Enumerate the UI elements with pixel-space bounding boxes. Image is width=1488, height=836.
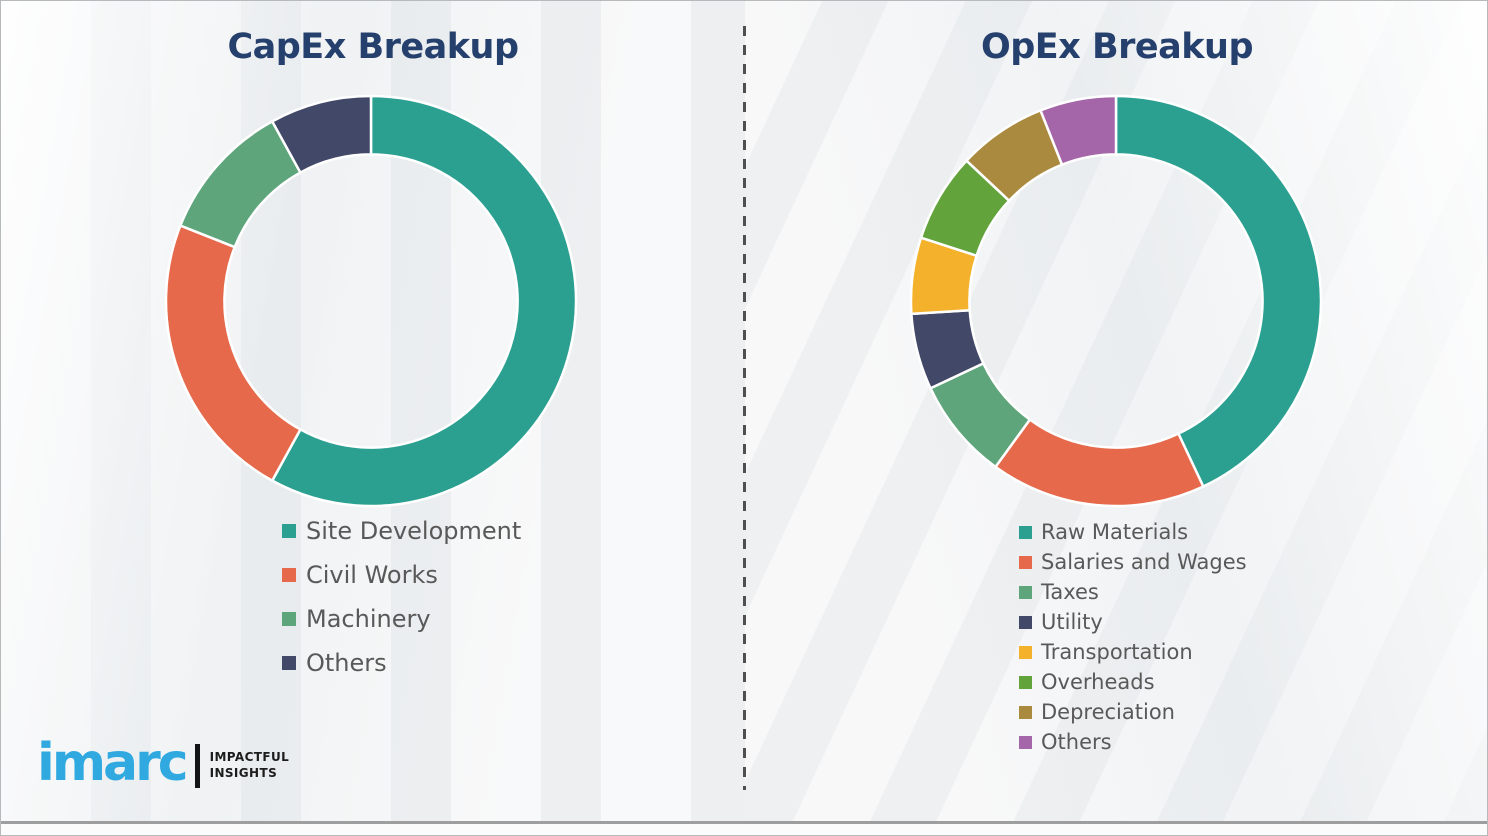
legend-item-overheads: Overheads — [1019, 667, 1247, 697]
imarc-logo-tagline: IMPACTFUL INSIGHTS — [210, 750, 290, 781]
legend-label-site-development: Site Development — [306, 517, 522, 545]
bottom-strip — [1, 824, 1487, 835]
legend-label-civil-works: Civil Works — [306, 561, 438, 589]
legend-item-opex-others: Others — [1019, 727, 1247, 757]
legend-swatch-site-development — [282, 524, 296, 538]
capex-panel: CapEx Breakup Site Development Civil Wor… — [1, 1, 745, 835]
capex-legend: Site Development Civil Works Machinery O… — [282, 509, 521, 685]
imarc-logo-separator — [194, 744, 200, 788]
donut-segment-others — [1039, 94, 1118, 166]
legend-label-raw-materials: Raw Materials — [1041, 520, 1189, 544]
legend-swatch-capex-others — [282, 656, 296, 670]
legend-swatch-machinery — [282, 612, 296, 626]
legend-label-opex-others: Others — [1041, 730, 1112, 754]
capex-title: CapEx Breakup — [227, 27, 519, 67]
legend-label-taxes: Taxes — [1041, 580, 1099, 604]
legend-label-capex-others: Others — [306, 649, 387, 677]
legend-label-salaries-and-wages: Salaries and Wages — [1041, 550, 1247, 574]
imarc-tagline-line2: INSIGHTS — [209, 766, 278, 780]
bottom-rule — [1, 821, 1487, 824]
legend-item-site-development: Site Development — [282, 509, 521, 553]
legend-label-depreciation: Depreciation — [1041, 700, 1175, 724]
opex-donut-chart — [909, 94, 1323, 508]
legend-item-utility: Utility — [1019, 607, 1247, 637]
donut-segment-raw-materials — [1114, 94, 1323, 488]
donut-segment-others — [270, 94, 373, 174]
imarc-tagline-line1: IMPACTFUL — [209, 750, 290, 765]
legend-swatch-depreciation — [1019, 705, 1032, 719]
legend-swatch-opex-others — [1019, 735, 1032, 749]
legend-item-civil-works: Civil Works — [282, 553, 521, 597]
legend-swatch-transportation — [1019, 645, 1032, 659]
imarc-logo-wordmark: imarc — [37, 733, 189, 793]
vertical-dashed-divider — [743, 26, 746, 790]
legend-label-overheads: Overheads — [1041, 670, 1155, 694]
legend-swatch-utility — [1019, 615, 1032, 629]
legend-swatch-taxes — [1019, 585, 1032, 599]
opex-title: OpEx Breakup — [980, 27, 1254, 67]
legend-label-transportation: Transportation — [1041, 640, 1193, 664]
legend-label-machinery: Machinery — [306, 605, 431, 633]
legend-item-capex-others: Others — [282, 641, 521, 685]
legend-item-depreciation: Depreciation — [1019, 697, 1247, 727]
donut-segment-civil-works — [164, 224, 302, 482]
donut-segment-site-development — [270, 94, 578, 508]
opex-panel: OpEx Breakup Raw Materials Salaries and … — [745, 1, 1487, 835]
legend-item-transportation: Transportation — [1019, 637, 1247, 667]
legend-label-utility: Utility — [1041, 610, 1103, 634]
legend-item-salaries-and-wages: Salaries and Wages — [1019, 547, 1247, 577]
legend-swatch-salaries-and-wages — [1019, 555, 1032, 569]
legend-swatch-civil-works — [282, 568, 296, 582]
legend-swatch-raw-materials — [1019, 525, 1032, 539]
opex-legend: Raw Materials Salaries and Wages Taxes U… — [1019, 517, 1247, 757]
donut-segment-salaries-and-wages — [994, 418, 1205, 508]
capex-donut-chart — [164, 94, 578, 508]
legend-item-raw-materials: Raw Materials — [1019, 517, 1247, 547]
imarc-logo: imarc IMPACTFUL INSIGHTS — [37, 734, 289, 798]
legend-swatch-overheads — [1019, 675, 1032, 689]
legend-item-machinery: Machinery — [282, 597, 521, 641]
legend-item-taxes: Taxes — [1019, 577, 1247, 607]
